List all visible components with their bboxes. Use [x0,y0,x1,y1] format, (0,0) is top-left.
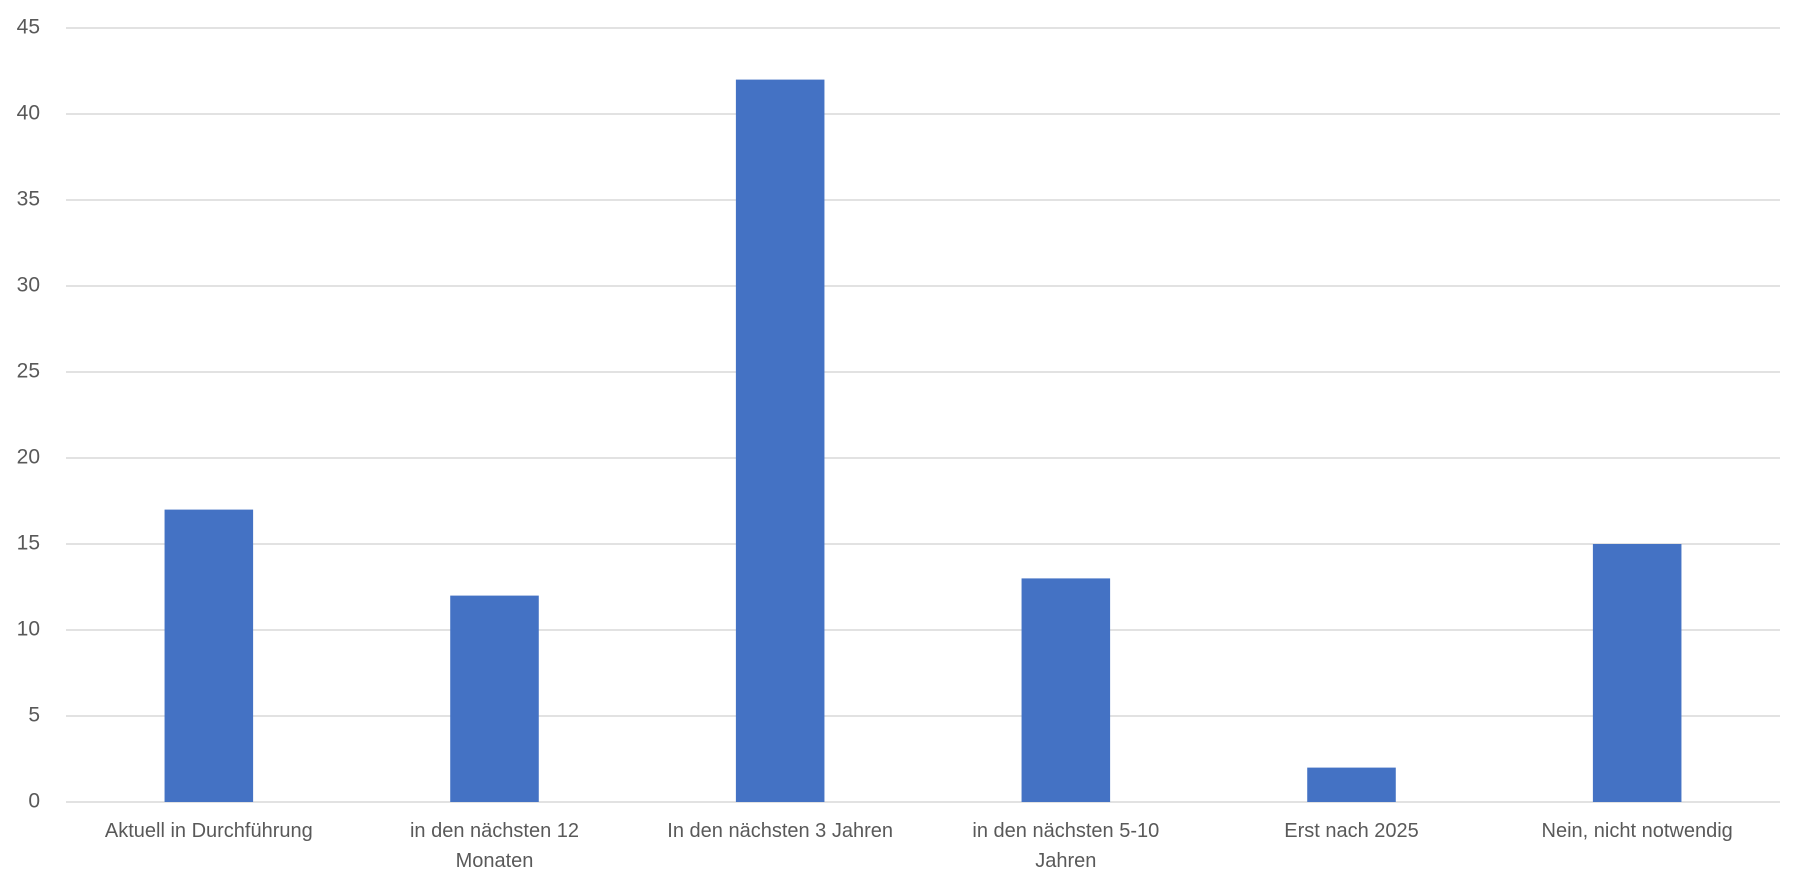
y-tick-label: 35 [17,188,40,211]
y-tick-label: 40 [17,102,40,125]
y-tick-label: 15 [17,532,40,555]
bar [450,595,539,802]
x-tick-label: in den nächsten 12 Monaten [409,820,580,872]
x-tick-label: in den nächsten 5-10 Jahren [972,820,1160,872]
x-tick-label: Nein, nicht notwendig [1541,820,1733,842]
bar [1592,544,1682,802]
y-tick-label: 10 [17,618,40,641]
y-tick-label: 0 [28,790,40,813]
bar [735,79,825,803]
y-tick-label: 45 [17,16,40,39]
bar [164,509,254,802]
y-tick-label: 5 [28,704,40,727]
y-tick-label: 25 [17,360,40,383]
y-tick-label: 20 [17,446,40,469]
x-tick-label: Aktuell in Durchführung [104,820,313,842]
bar [1021,578,1111,802]
bar [1307,767,1396,802]
x-tick-label: In den nächsten 3 Jahren [667,820,894,842]
x-tick-label: Erst nach 2025 [1284,820,1419,842]
y-tick-label: 30 [17,274,40,297]
